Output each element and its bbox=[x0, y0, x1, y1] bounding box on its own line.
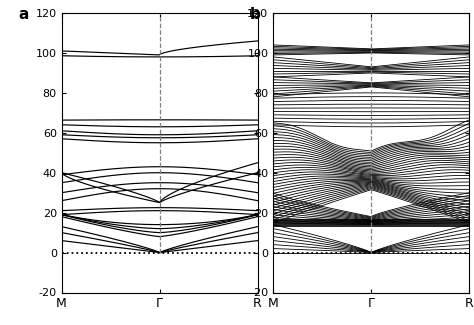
Text: b: b bbox=[250, 7, 261, 22]
Text: a: a bbox=[18, 7, 29, 22]
